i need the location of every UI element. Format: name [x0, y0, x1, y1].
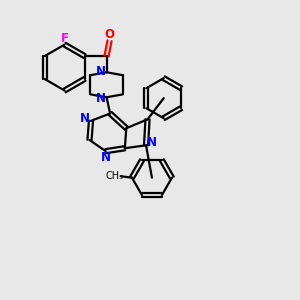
Text: N: N [147, 136, 157, 149]
Text: N: N [96, 65, 106, 78]
Text: N: N [101, 151, 111, 164]
Text: CH₃: CH₃ [106, 171, 124, 181]
Text: O: O [104, 28, 115, 41]
Text: N: N [80, 112, 90, 125]
Text: F: F [61, 32, 69, 45]
Text: N: N [96, 92, 106, 105]
